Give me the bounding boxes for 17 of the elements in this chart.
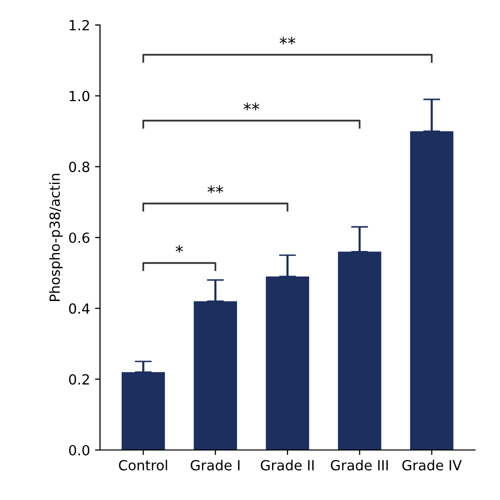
x-tick-label: Grade IV bbox=[402, 460, 462, 470]
x-tick-label: Grade II bbox=[260, 460, 314, 470]
x-tick-label: Grade I bbox=[190, 460, 240, 470]
x-tick-label: Grade III bbox=[330, 460, 388, 470]
y-tick-label: 1.2 bbox=[70, 20, 89, 30]
y-tick-label: 0.6 bbox=[69, 232, 90, 243]
x-tick-label: Control bbox=[118, 460, 168, 470]
y-tick-label: 0.8 bbox=[69, 162, 90, 172]
y-tick-label: 0.0 bbox=[69, 444, 90, 456]
annotation: * bbox=[176, 245, 183, 253]
y-tick-label: 1.0 bbox=[70, 90, 90, 102]
y-tick-label: 0.4 bbox=[69, 303, 90, 314]
y-axis-title: Phospho-p38/actin bbox=[49, 174, 63, 301]
annotation: ** bbox=[208, 186, 224, 194]
y-tick-label: 0.2 bbox=[69, 374, 89, 385]
annotation: ** bbox=[280, 36, 296, 44]
annotation: ** bbox=[244, 102, 260, 110]
